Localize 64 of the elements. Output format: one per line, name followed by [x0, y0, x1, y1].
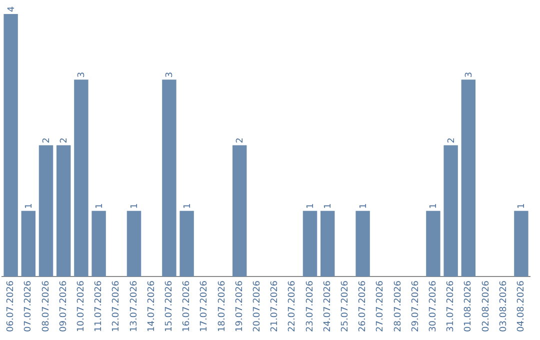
x-tick-label: 08.07.2026: [41, 280, 52, 332]
data-label: 3: [77, 72, 88, 78]
bar: [74, 80, 88, 276]
x-tick-label: 15.07.2026: [164, 280, 175, 332]
x-tick-label: 04.08.2026: [516, 280, 527, 332]
x-tick-label: 23.07.2026: [305, 280, 316, 332]
x-tick-label: 14.07.2026: [146, 280, 157, 332]
bar: [126, 210, 142, 276]
bar: [38, 145, 54, 276]
x-tick-label: 29.07.2026: [410, 280, 421, 332]
data-label: 1: [324, 203, 334, 209]
x-tick-label: 16.07.2026: [182, 280, 192, 332]
x-tick-label: 30.07.2026: [428, 280, 439, 332]
data-label: 4: [6, 6, 17, 12]
x-tick-label: 03.08.2026: [498, 280, 509, 332]
bar: [162, 80, 176, 276]
bar: [92, 210, 106, 276]
data-label: 1: [94, 203, 105, 209]
x-tick-label: 22.07.2026: [288, 280, 298, 332]
bar: [180, 210, 194, 276]
data-label: 2: [236, 138, 246, 144]
bar: [56, 145, 71, 276]
x-tick-label: 27.07.2026: [376, 280, 386, 332]
data-label: 2: [60, 138, 70, 144]
bar: [426, 210, 440, 276]
bar: [21, 210, 36, 276]
data-label: 2: [446, 138, 457, 144]
data-label: 1: [182, 203, 193, 209]
data-label: 1: [130, 203, 140, 209]
x-tick-label: 26.07.2026: [358, 280, 368, 332]
x-tick-label: 11.07.2026: [94, 280, 104, 332]
bar: [232, 145, 247, 276]
data-label: 1: [306, 203, 316, 209]
data-label: 2: [42, 138, 52, 144]
bar: [461, 80, 476, 276]
x-tick-label: 12.07.2026: [112, 280, 122, 332]
data-label: 3: [165, 72, 176, 78]
x-tick-label: 18.07.2026: [217, 280, 228, 332]
x-tick-label: 25.07.2026: [340, 280, 351, 332]
x-tick-label: 17.07.2026: [200, 280, 210, 332]
bar: [356, 210, 370, 276]
x-tick-label: 24.07.2026: [322, 280, 333, 332]
x-tick-label: 09.07.2026: [58, 280, 69, 332]
x-tick-label: 19.07.2026: [234, 280, 245, 332]
x-tick-label: 28.07.2026: [393, 280, 404, 332]
x-tick-label: 31.07.2026: [446, 280, 456, 332]
x-tick-label: 07.07.2026: [24, 280, 34, 332]
bar: [444, 145, 458, 276]
bar: [320, 210, 335, 276]
x-tick-label: 13.07.2026: [129, 280, 140, 332]
bar: [4, 14, 18, 276]
data-label: 1: [517, 203, 528, 209]
x-tick-label: 01.08.2026: [464, 280, 474, 332]
x-tick-label: 20.07.2026: [252, 280, 263, 332]
data-label: 1: [429, 203, 440, 209]
data-label: 1: [358, 203, 369, 209]
x-tick-label: 06.07.2026: [6, 280, 16, 332]
bar: [514, 210, 528, 276]
data-label: 3: [464, 72, 474, 78]
x-tick-label: 10.07.2026: [76, 280, 87, 332]
x-tick-label: 02.08.2026: [481, 280, 492, 332]
x-tick-label: 21.07.2026: [270, 280, 280, 332]
bar: [302, 210, 318, 276]
data-label: 1: [24, 203, 34, 209]
